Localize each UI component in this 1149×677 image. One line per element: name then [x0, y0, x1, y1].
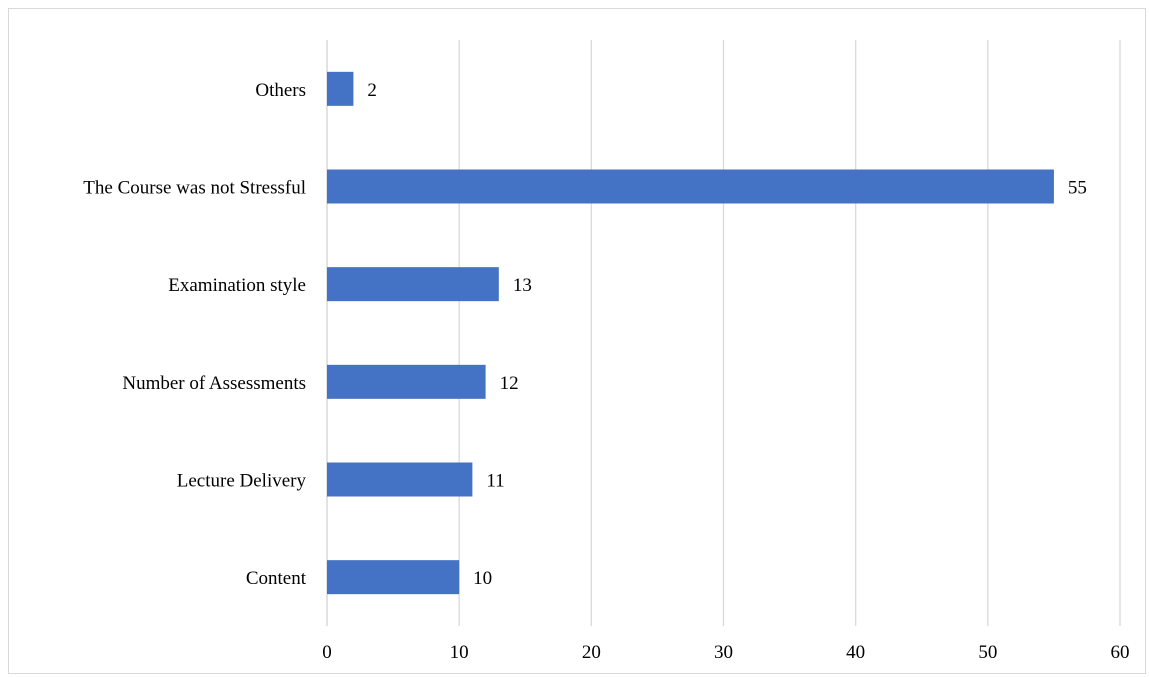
- data-label: 55: [1068, 178, 1087, 199]
- bar: [327, 364, 486, 399]
- bars: [327, 71, 1054, 595]
- bar: [327, 71, 354, 106]
- category-label: Examination style: [168, 275, 306, 296]
- chart-frame: [8, 8, 1146, 674]
- x-tick-label: 60: [1111, 642, 1130, 663]
- x-tick-label: 20: [582, 642, 601, 663]
- data-label: 10: [473, 568, 492, 589]
- data-label: 13: [513, 275, 532, 296]
- data-labels: 2 55 13 12 11 10: [367, 80, 1086, 589]
- x-tick-label: 0: [322, 642, 332, 663]
- x-tick-labels: 0 10 20 30 40 50 60: [322, 642, 1129, 663]
- bar: [327, 169, 1054, 204]
- bar: [327, 560, 460, 595]
- category-label: The Course was not Stressful: [83, 178, 306, 199]
- x-tick-label: 30: [714, 642, 733, 663]
- category-label: Others: [255, 80, 306, 101]
- data-label: 2: [367, 80, 377, 101]
- x-tick-label: 10: [450, 642, 469, 663]
- category-label: Lecture Delivery: [177, 471, 307, 492]
- category-label: Number of Assessments: [122, 373, 306, 394]
- category-label: Content: [246, 568, 307, 589]
- bar: [327, 267, 499, 302]
- x-tick-label: 40: [846, 642, 865, 663]
- x-tick-label: 50: [978, 642, 997, 663]
- category-labels: Others The Course was not Stressful Examin…: [83, 80, 306, 589]
- data-label: 12: [500, 373, 519, 394]
- bar: [327, 462, 473, 497]
- data-label: 11: [486, 471, 504, 492]
- gridlines: [326, 40, 1121, 626]
